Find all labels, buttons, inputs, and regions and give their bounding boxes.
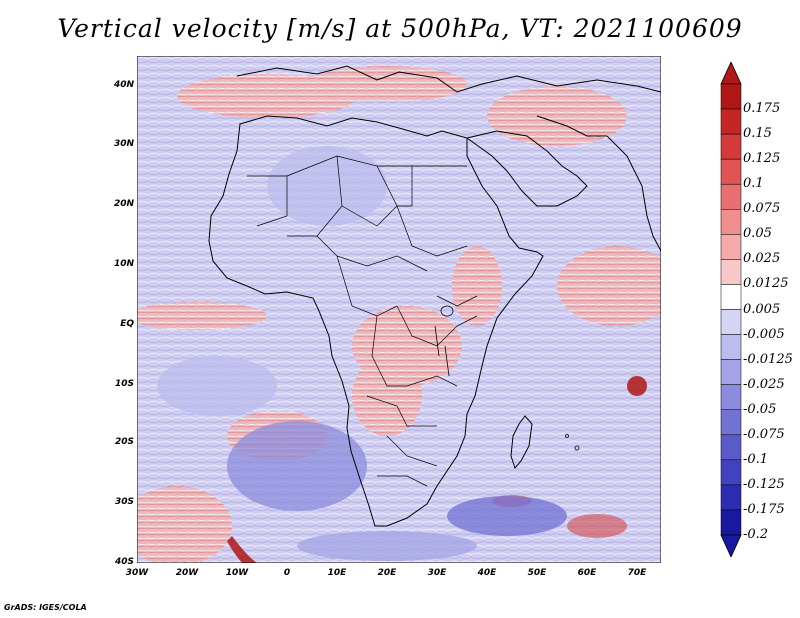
colorbar-swatch <box>720 83 742 110</box>
colorbar-label: 0.1 <box>743 176 764 192</box>
europe-coast <box>236 65 662 93</box>
colorbar-label: 0.05 <box>743 226 772 242</box>
colorbar-swatch <box>720 509 742 536</box>
colorbar-swatch <box>720 359 742 385</box>
madagascar <box>510 415 533 469</box>
lat-label: 40S <box>114 557 134 567</box>
vertical-velocity-map <box>122 55 677 566</box>
colorbar-label: -0.0125 <box>743 351 793 367</box>
grads-footer: GrADS: IGES/COLA <box>4 603 87 612</box>
colorbar-label: 0.0125 <box>743 276 789 292</box>
colorbar-swatch <box>720 459 742 486</box>
lat-label: 20S <box>114 437 134 447</box>
colorbar-label: -0.1 <box>743 451 769 467</box>
lon-label: 60E <box>577 568 597 578</box>
lon-label: 10W <box>225 568 249 578</box>
colorbar-swatch <box>720 183 742 210</box>
lat-label: 20N <box>113 199 134 209</box>
colorbar-label: 0.125 <box>743 151 781 167</box>
lakes <box>434 305 580 451</box>
colorbar-label: 0.175 <box>743 101 781 117</box>
coastlines <box>208 65 662 527</box>
colorbar-swatch <box>720 409 742 436</box>
colorbar-label: -0.005 <box>743 326 785 342</box>
lon-label: 30W <box>125 568 149 578</box>
colorbar-swatch <box>720 158 742 185</box>
colorbar-swatch <box>720 234 742 260</box>
arabian-peninsula <box>465 130 588 207</box>
colorbar-label: -0.175 <box>743 501 785 517</box>
lat-label: 30N <box>113 139 134 149</box>
colorbar-swatch <box>720 334 742 360</box>
colorbar-swatch <box>720 209 742 235</box>
lon-label: 10E <box>327 568 347 578</box>
lat-label: 40N <box>113 80 134 90</box>
lon-label: 0 <box>283 568 291 578</box>
lat-label: EQ <box>120 319 134 329</box>
lat-label: 30S <box>114 497 134 507</box>
colorbar-label: 0.005 <box>743 301 781 317</box>
colorbar-label: -0.025 <box>743 376 785 392</box>
lon-label: 20E <box>377 568 397 578</box>
colorbar-swatch <box>720 108 742 135</box>
colorbar-swatch <box>720 133 742 160</box>
chart-title: Vertical velocity [m/s] at 500hPa, VT: 2… <box>57 14 743 43</box>
lon-label: 70E <box>627 568 647 578</box>
lon-label: 20W <box>175 568 199 578</box>
colorbar-label: 0.15 <box>743 126 772 142</box>
colorbar-swatch <box>720 284 742 310</box>
lon-label: 40E <box>477 568 497 578</box>
africa-coastline <box>208 115 544 527</box>
colorbar-swatch <box>720 309 742 335</box>
colorbar-swatch <box>720 384 742 410</box>
india-coast <box>606 135 662 252</box>
colorbar-label: -0.2 <box>743 527 769 542</box>
country-borders <box>247 155 478 487</box>
lat-label: 10N <box>113 259 134 269</box>
lon-label: 50E <box>527 568 547 578</box>
colorbar-top-arrow <box>720 62 742 85</box>
colorbar-label: -0.075 <box>743 426 785 442</box>
colorbar-label: 0.025 <box>743 251 781 267</box>
colorbar-label: 0.075 <box>743 201 781 217</box>
colorbar-swatch <box>720 259 742 285</box>
colorbar-swatch <box>720 484 742 511</box>
map-svg <box>122 55 677 566</box>
lon-label: 30E <box>427 568 447 578</box>
lat-label: 10S <box>114 379 134 389</box>
downdraft-areas <box>157 146 567 561</box>
colorbar-label: -0.05 <box>743 401 777 417</box>
persian-gulf <box>536 115 607 137</box>
colorbar-bottom-arrow <box>720 534 742 557</box>
colorbar-swatch <box>720 434 742 461</box>
colorbar <box>720 62 742 557</box>
colorbar-label: -0.125 <box>743 476 785 492</box>
